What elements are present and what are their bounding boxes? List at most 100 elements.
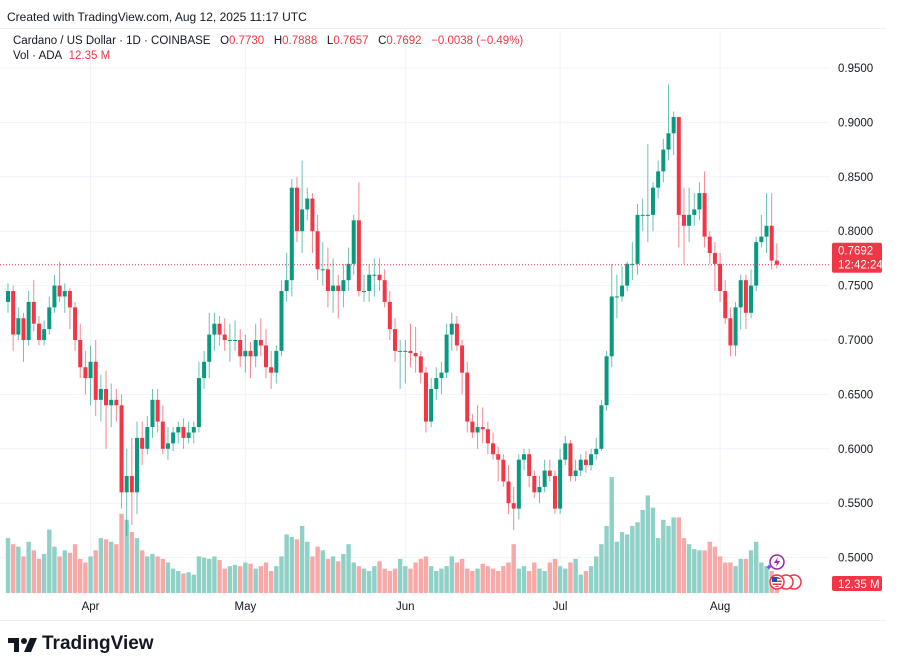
candle-body bbox=[289, 187, 294, 281]
price-tick-label: 0.5000 bbox=[838, 553, 873, 565]
volume-bar bbox=[124, 519, 129, 593]
open-label: O bbox=[220, 35, 230, 47]
candle bbox=[460, 340, 465, 395]
logo-text: TradingView bbox=[42, 633, 154, 654]
price-axis[interactable]: 0.9500 0.9000 0.8500 0.8000 0.7500 0.7000 0.65… bbox=[838, 63, 873, 565]
low-value: 0.7657 bbox=[333, 35, 369, 47]
candle-body bbox=[11, 291, 16, 335]
candle-body bbox=[749, 285, 754, 313]
candle bbox=[336, 274, 341, 319]
candle-body bbox=[764, 225, 769, 237]
tradingview-logo-icon bbox=[8, 638, 37, 652]
candle-body bbox=[429, 388, 434, 422]
candle-body bbox=[594, 448, 599, 455]
candle-body bbox=[573, 470, 578, 476]
candle-body bbox=[155, 399, 160, 422]
close-value: 0.7692 bbox=[386, 35, 422, 47]
us-flag-event-icon[interactable] bbox=[769, 574, 802, 590]
candle bbox=[573, 459, 578, 482]
candle bbox=[749, 269, 754, 319]
volume-bar bbox=[160, 558, 165, 593]
candle bbox=[377, 258, 382, 292]
volume-bar bbox=[557, 566, 563, 593]
volume-bar bbox=[666, 525, 671, 593]
volume-bar bbox=[728, 562, 733, 593]
candle bbox=[83, 350, 88, 395]
lightning-event-icon[interactable] bbox=[766, 554, 785, 570]
candle bbox=[233, 320, 238, 351]
candle bbox=[449, 312, 454, 351]
candle-body bbox=[614, 296, 619, 298]
candle-body bbox=[692, 209, 697, 215]
candle-body bbox=[181, 427, 186, 438]
candle-body bbox=[93, 361, 98, 400]
candle bbox=[413, 326, 418, 373]
tradingview-logo[interactable]: TradingView bbox=[8, 633, 154, 655]
volume-bar bbox=[614, 541, 620, 593]
close-label: C bbox=[378, 35, 387, 47]
candle-body bbox=[310, 198, 315, 232]
candle-body bbox=[630, 263, 635, 265]
volume-bar bbox=[361, 568, 367, 593]
volume-bar bbox=[439, 568, 444, 593]
volume-bar bbox=[320, 550, 325, 593]
price-tick-label: 0.7000 bbox=[838, 335, 873, 347]
volume-label[interactable]: Vol · ADA bbox=[13, 50, 63, 62]
volume-bar bbox=[712, 546, 718, 593]
ohlc-row: Cardano / US Dollar · 1D · COINBASE O 0.7… bbox=[13, 34, 523, 49]
candle bbox=[527, 448, 532, 487]
candle bbox=[707, 231, 712, 264]
symbol-title[interactable]: Cardano / US Dollar · 1D · COINBASE bbox=[13, 35, 211, 47]
candle-body bbox=[444, 334, 449, 373]
candle-body bbox=[248, 350, 253, 357]
candle-body bbox=[171, 432, 176, 444]
volume-bar bbox=[217, 560, 222, 593]
volume-bar bbox=[325, 558, 331, 593]
volume-bar bbox=[315, 546, 320, 593]
candle-body bbox=[222, 334, 227, 340]
volume-bar bbox=[475, 568, 480, 593]
candle-body bbox=[258, 340, 263, 346]
volume-bar bbox=[588, 566, 594, 593]
candle-body bbox=[666, 133, 671, 150]
candle bbox=[501, 454, 506, 487]
candle bbox=[583, 450, 588, 473]
volume-bar bbox=[397, 558, 403, 593]
candle-body bbox=[506, 481, 511, 504]
candle bbox=[243, 334, 248, 373]
candle bbox=[62, 283, 67, 313]
volume-bar bbox=[268, 571, 274, 593]
volume-bar bbox=[139, 550, 145, 593]
candle-body bbox=[160, 421, 165, 449]
candle bbox=[656, 160, 661, 199]
volume-bar bbox=[57, 556, 62, 593]
volume-bar bbox=[377, 561, 382, 593]
time-axis[interactable]: Apr May Jun Jul Aug bbox=[82, 601, 731, 613]
candle bbox=[367, 263, 372, 302]
volume-bar bbox=[655, 538, 661, 593]
volume-bar bbox=[465, 568, 470, 593]
volume-bar bbox=[496, 571, 501, 593]
candle bbox=[346, 247, 351, 292]
candle-body bbox=[274, 350, 279, 373]
candle bbox=[140, 421, 145, 466]
price-tick-label: 0.8500 bbox=[838, 172, 873, 184]
volume-bar bbox=[212, 556, 217, 593]
candle bbox=[599, 399, 604, 451]
volume-bar bbox=[10, 544, 16, 593]
candle-body bbox=[104, 388, 109, 406]
candle bbox=[480, 407, 485, 444]
volume-bar bbox=[738, 558, 743, 593]
candle bbox=[676, 116, 681, 248]
candle bbox=[640, 198, 645, 232]
candle bbox=[718, 252, 723, 302]
last-volume-badge: 12.35 M bbox=[832, 576, 882, 591]
volume-bar bbox=[635, 522, 640, 593]
candle bbox=[227, 323, 232, 362]
volume-bar bbox=[170, 568, 176, 593]
candle-body bbox=[145, 427, 150, 449]
last-price-badge: 0.7692 12:42:24 bbox=[832, 242, 883, 273]
candle-body bbox=[439, 372, 444, 379]
candle bbox=[372, 258, 377, 297]
